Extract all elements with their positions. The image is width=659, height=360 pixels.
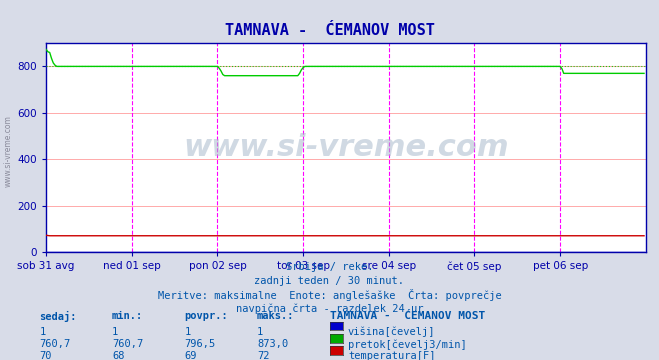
Text: 69: 69 [185, 351, 197, 360]
Text: 68: 68 [112, 351, 125, 360]
Text: TAMNAVA -  ĆEMANOV MOST: TAMNAVA - ĆEMANOV MOST [225, 23, 434, 39]
Text: www.si-vreme.com: www.si-vreme.com [183, 133, 509, 162]
Text: povpr.:: povpr.: [185, 311, 228, 321]
Text: Srbija / reke.: Srbija / reke. [286, 262, 373, 272]
Text: 796,5: 796,5 [185, 339, 215, 349]
Text: pretok[čevelj3/min]: pretok[čevelj3/min] [348, 339, 467, 350]
Text: www.si-vreme.com: www.si-vreme.com [3, 115, 13, 187]
Text: navpična črta - razdelek 24 ur: navpična črta - razdelek 24 ur [236, 303, 423, 314]
Text: 72: 72 [257, 351, 270, 360]
Text: maks.:: maks.: [257, 311, 295, 321]
Text: 70: 70 [40, 351, 52, 360]
Text: 873,0: 873,0 [257, 339, 288, 349]
Text: TAMNAVA -  ĆEMANOV MOST: TAMNAVA - ĆEMANOV MOST [330, 311, 485, 321]
Text: temperatura[F]: temperatura[F] [348, 351, 436, 360]
Text: sedaj:: sedaj: [40, 311, 77, 323]
Text: 1: 1 [40, 327, 45, 337]
Text: 1: 1 [185, 327, 190, 337]
Text: 1: 1 [112, 327, 118, 337]
Text: višina[čevelj]: višina[čevelj] [348, 327, 436, 337]
Text: min.:: min.: [112, 311, 143, 321]
Text: Meritve: maksimalne  Enote: anglešaške  Črta: povprečje: Meritve: maksimalne Enote: anglešaške Čr… [158, 289, 501, 301]
Text: 760,7: 760,7 [112, 339, 143, 349]
Text: 1: 1 [257, 327, 263, 337]
Text: 760,7: 760,7 [40, 339, 71, 349]
Text: zadnji teden / 30 minut.: zadnji teden / 30 minut. [254, 276, 405, 286]
